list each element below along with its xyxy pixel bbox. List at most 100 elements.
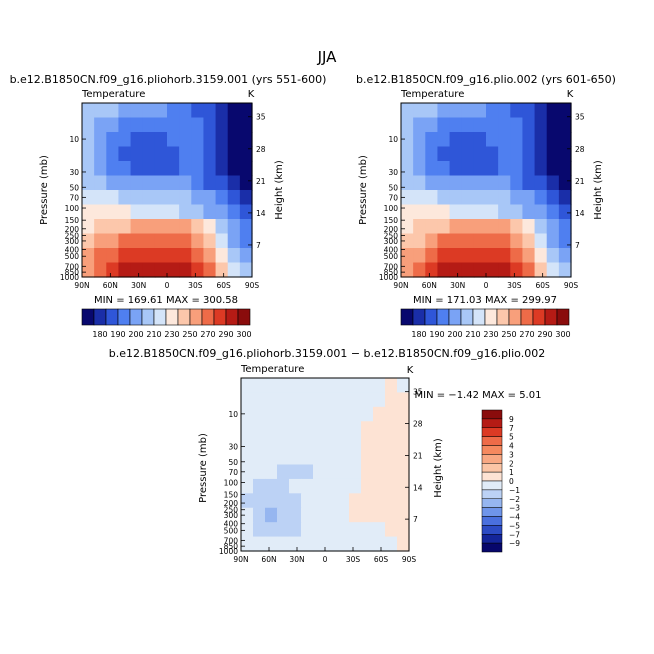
panel-3-y-tick-label: 150 (224, 491, 239, 500)
panel-3-heatmap-cell (361, 450, 374, 466)
panel-1-colorbar-label: 230 (164, 330, 179, 339)
panel-2-heatmap-cell (522, 262, 536, 278)
panel-3-heatmap-cell (253, 536, 266, 552)
panel-2-heatmap-cell (534, 175, 548, 191)
panel-2-heatmap-cell (546, 161, 560, 177)
panel-1-heatmap-cell (82, 190, 95, 206)
panel-1-heatmap-cell (82, 161, 95, 177)
panel-3-heatmap-cell (301, 464, 314, 480)
panel-3-y2-tick-label: 35 (413, 388, 423, 397)
panel-1-field-label: Temperature (81, 89, 145, 100)
panel-2-heatmap-cell (401, 175, 414, 191)
panel-3-heatmap-cell (265, 536, 278, 552)
panel-2-x-tick-label: 0 (484, 281, 489, 290)
panel-3-y2-tick-label: 7 (413, 515, 418, 524)
panel-2-heatmap-cell (413, 175, 426, 191)
panel-3-heatmap-cell (361, 421, 374, 437)
panel-2-heatmap-cell (425, 175, 439, 191)
panel-3-heatmap-cell (349, 493, 362, 509)
panel-2-heatmap-cell (413, 262, 426, 278)
panel-2-heatmap-cell (546, 103, 560, 119)
panel-2-heatmap-cell (437, 146, 451, 162)
panel-2-colorbar-label: 230 (483, 330, 498, 339)
panel-2-heatmap-cell (425, 233, 439, 249)
panel-3-y-tick-label: 30 (228, 443, 238, 452)
panel-2-heatmap-cell (486, 103, 499, 119)
panel-2-y-tick-label: 500 (384, 252, 399, 261)
panel-1-heatmap-cell (167, 190, 180, 206)
panel-1-heatmap-cell (94, 146, 107, 162)
panel-1-heatmap-cell (167, 103, 180, 119)
panel-2-heatmap-cell (473, 262, 487, 278)
panel-1-y-tick-label: 50 (69, 183, 79, 192)
panel-1-colorbar-label: 290 (218, 330, 233, 339)
panel-1-heatmap-cell (179, 204, 192, 220)
panel-3-x-tick-label: 90S (402, 555, 417, 564)
panel-3-colorbar-label: 0 (509, 477, 514, 486)
panel-1-heatmap-cell (203, 132, 217, 148)
panel-2-heatmap-cell (437, 262, 451, 278)
panel-2-heatmap-cell (401, 204, 414, 220)
panel-2-y-tick-label: 200 (384, 225, 399, 234)
panel-1-heatmap-cell (106, 248, 120, 264)
panel-3-heatmap-cell (373, 406, 386, 422)
panel-2-heatmap-cell (486, 117, 499, 133)
panel-1-heatmap-cell (203, 248, 217, 264)
panel-3-heatmap-cell (397, 464, 410, 480)
panel-1-heatmap-cell (118, 219, 132, 235)
panel-3-heatmap-cell (349, 392, 362, 408)
panel-1-heatmap-cell (215, 175, 229, 191)
panel-3-heatmap-cell (241, 392, 254, 408)
panel-2-heatmap-cell (534, 103, 548, 119)
panel-3-heatmap-cell (289, 493, 302, 509)
panel-1-heatmap-cell (203, 146, 217, 162)
panel-2-heatmap-cell (486, 190, 499, 206)
panel-3-heatmap-cell (289, 536, 302, 552)
panel-2-heatmap-cell (413, 233, 426, 249)
panel-2-heatmap-cell (486, 248, 499, 264)
panel-1-heatmap-cell (167, 204, 180, 220)
panel-1-heatmap-cell (239, 190, 253, 206)
panel-2-heatmap-cell (510, 161, 524, 177)
panel-3-heatmap-cell (277, 478, 290, 494)
panel-1-heatmap-cell (167, 132, 180, 148)
panel-3-heatmap-cell (385, 378, 398, 394)
panel-2-heatmap-cell (498, 248, 511, 264)
panel-1-heatmap-cell (215, 117, 229, 133)
panel-2-heatmap-cell (558, 175, 572, 191)
panel-3-colorbar-swatch (481, 436, 503, 446)
panel-1-heatmap-cell (191, 146, 205, 162)
panel-2-heatmap-cell (413, 117, 426, 133)
panel-2-heatmap-cell (510, 262, 524, 278)
panel-2-y-tick-label: 30 (388, 168, 398, 177)
panel-1-heatmap-cell (130, 117, 144, 133)
panel-1-heatmap-cell (106, 262, 120, 278)
panel-3-min-max: MIN = −1.42 MAX = 5.01 (415, 390, 542, 401)
panel-3-heatmap-cell (253, 478, 266, 494)
panel-1-heatmap-cell (191, 248, 205, 264)
panel-2-x-tick-label: 90S (564, 281, 579, 290)
panel-2-heatmap-cell (486, 161, 499, 177)
panel-3-heatmap-cell (325, 464, 338, 480)
panel-1-y-tick-label: 1000 (60, 273, 79, 282)
panel-3-heatmap-cell (373, 435, 386, 451)
panel-2-heatmap-cell (413, 161, 426, 177)
panel-1-heatmap-cell (239, 204, 253, 220)
panel-2-heatmap-cell (461, 161, 475, 177)
panel-3-heatmap-cell (325, 392, 338, 408)
panel-2-y2-axis-label: Height (km) (593, 160, 604, 220)
panel-2-heatmap-cell (437, 132, 451, 148)
panel-2-heatmap-cell (486, 204, 499, 220)
panel-2-heatmap-cell (510, 103, 524, 119)
panel-1-heatmap-cell (94, 103, 107, 119)
panel-2-heatmap-cell (449, 219, 463, 235)
panel-1-x-tick-label: 60S (217, 281, 232, 290)
panel-1-heatmap-cell (130, 219, 144, 235)
panel-2-heatmap-cell (534, 248, 548, 264)
panel-3-heatmap-cell (265, 450, 278, 466)
panel-3-heatmap-cell (349, 450, 362, 466)
panel-2-heatmap-cell (437, 117, 451, 133)
panel-3-heatmap-cell (361, 493, 374, 509)
